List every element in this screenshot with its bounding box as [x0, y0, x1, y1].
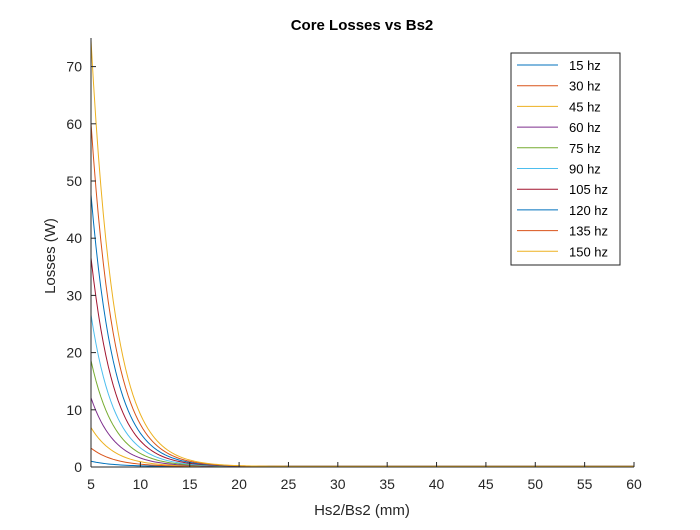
legend-label-5: 75 hz — [569, 141, 601, 156]
legend-label-1: 15 hz — [569, 58, 601, 73]
x-tick-label: 50 — [527, 476, 543, 492]
x-tick-label: 45 — [478, 476, 494, 492]
legend-label-3: 45 hz — [569, 99, 601, 114]
y-axis-label: Losses (W) — [42, 218, 59, 294]
legend-label-2: 30 hz — [569, 79, 601, 94]
y-tick-label: 70 — [66, 59, 82, 75]
x-tick-label: 30 — [330, 476, 346, 492]
legend-label-10: 150 hz — [569, 244, 608, 259]
x-tick-label: 10 — [133, 476, 149, 492]
series-line-6 — [90, 314, 634, 467]
series-line-3 — [90, 427, 634, 467]
y-tick-label: 0 — [74, 459, 82, 475]
legend: 15 hz 30 hz 45 hz 60 hz 75 hz 90 hz 105 hz 120 … — [510, 52, 621, 266]
legend-label-7: 105 hz — [569, 182, 608, 197]
x-tick-label: 25 — [281, 476, 297, 492]
series-layer — [90, 40, 634, 467]
chart-title: Core Losses vs Bs2 — [291, 17, 434, 34]
series-line-10 — [90, 40, 634, 467]
series-line-2 — [90, 447, 634, 467]
series-line-5 — [90, 360, 634, 467]
legend-label-4: 60 hz — [569, 120, 601, 135]
y-tick-label: 60 — [66, 116, 82, 132]
x-tick-label: 35 — [379, 476, 395, 492]
x-tick-label: 20 — [231, 476, 247, 492]
x-tick-label: 60 — [626, 476, 642, 492]
x-tick-label: 40 — [429, 476, 445, 492]
x-tick-label: 15 — [182, 476, 198, 492]
y-tick-label: 40 — [66, 230, 82, 246]
x-axis-label: Hs2/Bs2 (mm) — [314, 502, 410, 519]
legend-label-9: 135 hz — [569, 224, 608, 239]
y-tick-label: 20 — [66, 345, 82, 361]
axes-layer: 5 10 15 20 25 30 35 40 45 50 55 60 0 10 20 30 40 50 60 70 — [66, 38, 642, 492]
y-tick-label: 10 — [66, 402, 82, 418]
series-line-7 — [90, 257, 634, 467]
legend-label-6: 90 hz — [569, 162, 601, 177]
x-tick-label: 5 — [87, 476, 95, 492]
legend-box — [510, 52, 621, 266]
y-tick-label: 50 — [66, 173, 82, 189]
y-tick-label: 30 — [66, 287, 82, 303]
legend-label-8: 120 hz — [569, 203, 608, 218]
x-tick-label: 55 — [577, 476, 593, 492]
